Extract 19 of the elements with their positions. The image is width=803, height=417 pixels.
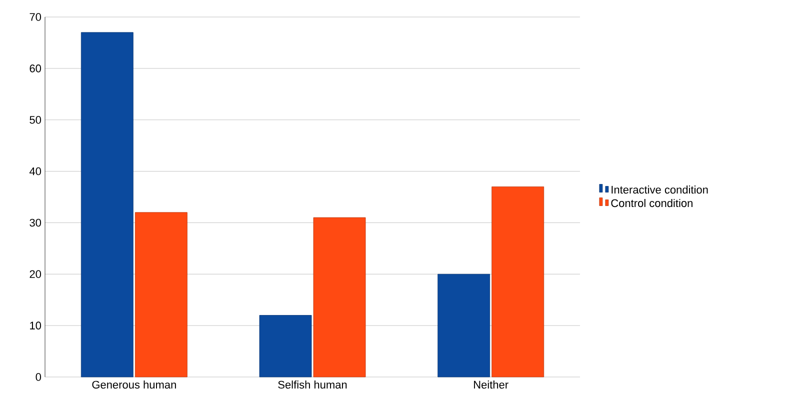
y-tick-label: 70 xyxy=(30,13,42,21)
y-tick-label: 20 xyxy=(30,270,42,278)
legend-label: Control condition xyxy=(611,198,692,208)
y-tick-label: 0 xyxy=(36,373,42,381)
bar xyxy=(134,212,188,378)
y-tick-label: 60 xyxy=(30,64,42,72)
bar xyxy=(438,274,490,378)
y-tick-label: 10 xyxy=(30,322,42,330)
x-tick-label: Generous human xyxy=(92,380,176,389)
y-tick-label: 40 xyxy=(29,167,42,176)
bar xyxy=(259,315,312,378)
x-tick-label: Neither xyxy=(474,380,508,389)
bar xyxy=(492,186,544,378)
bar xyxy=(80,32,134,378)
legend-label: Interactive condition xyxy=(612,186,708,194)
y-tick-label: 30 xyxy=(30,218,42,227)
y-tick-label: 50 xyxy=(30,116,42,124)
x-tick-label: Selfish human xyxy=(278,380,347,389)
bar xyxy=(313,217,366,378)
